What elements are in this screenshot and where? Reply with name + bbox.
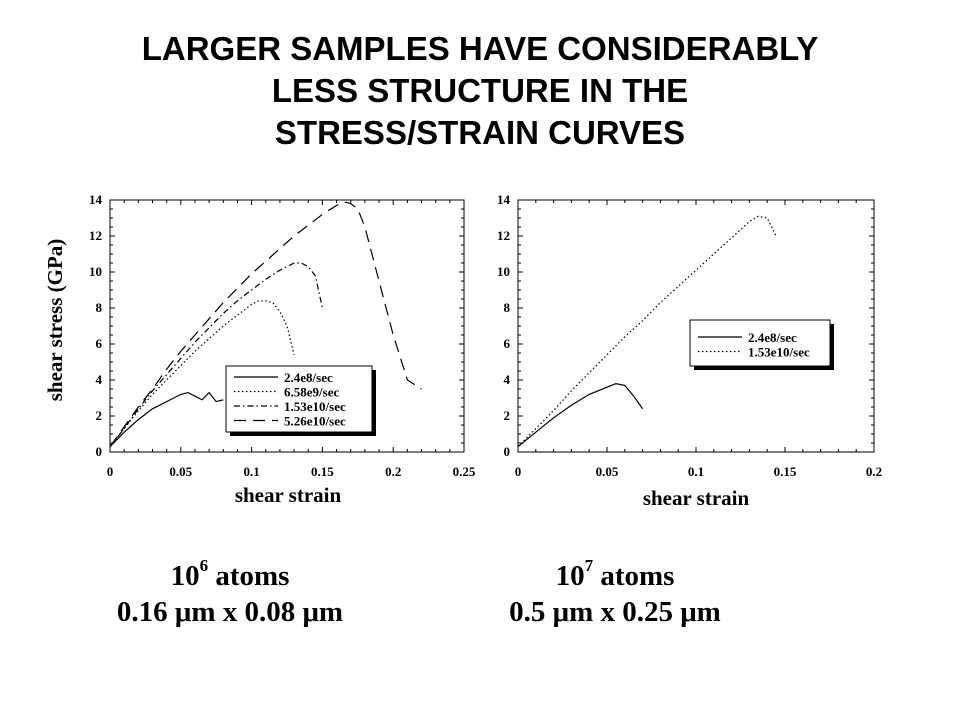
c0-series-line-3 — [109, 262, 323, 447]
c0-series-line-4 — [109, 201, 422, 447]
c0-legend-label-3: 1.53e10/sec — [284, 399, 346, 414]
caption-right-atoms-word: atoms — [600, 560, 675, 592]
caption-left-atoms: 106 atoms — [80, 556, 380, 594]
c0-x-tick-label: 0.15 — [311, 464, 334, 479]
title-line-2: LESS STRUCTURE IN THE — [271, 72, 689, 109]
c0-y-tick-label: 12 — [89, 228, 102, 243]
c1-y-tick-label: 10 — [497, 264, 510, 279]
c1-y-tick-label: 6 — [504, 336, 511, 351]
caption-right-atoms: 107 atoms — [465, 556, 765, 594]
c1-series-line-2 — [517, 215, 777, 448]
c0-y-tick-label: 2 — [96, 408, 103, 423]
c0-y-tick-label: 8 — [96, 300, 103, 315]
caption-left: 106 atoms 0.16 μm x 0.08 μm — [80, 556, 380, 630]
c0-x-tick-label: 0 — [107, 464, 114, 479]
c0-y-axis-label: shear stress (GPa) — [43, 239, 67, 402]
caption-left-exponent: 6 — [199, 556, 209, 575]
caption-left-size: 0.16 μm x 0.08 μm — [116, 596, 344, 628]
c0-series-line-1 — [109, 391, 224, 448]
c0-x-axis-label: shear strain — [235, 483, 342, 507]
c0-legend-label-1: 2.4e8/sec — [284, 370, 333, 385]
c1-y-tick-label: 8 — [504, 300, 511, 315]
c0-legend-label-2: 6.58e9/sec — [284, 385, 339, 400]
c1-y-tick-label: 0 — [504, 444, 511, 459]
c1-x-tick-label: 0 — [515, 464, 522, 479]
c0-y-tick-label: 14 — [89, 192, 103, 207]
c1-y-tick-label: 12 — [497, 228, 510, 243]
c1-legend-label-2: 1.53e10/sec — [748, 345, 810, 360]
c1-x-tick-label: 0.05 — [596, 464, 619, 479]
c0-y-tick-label: 10 — [89, 264, 102, 279]
c1-y-tick-label: 4 — [504, 372, 511, 387]
chart-left: 0 0.05 0.1 0.15 0.2 0.25 0 2 4 6 8 10 12 14 shear stra… — [43, 192, 476, 507]
chart-right: 0 0.05 0.1 0.15 0.2 0 2 4 6 8 10 12 14 shear strain 2.… — [497, 192, 882, 510]
c0-x-tick-label: 0.05 — [169, 464, 192, 479]
c1-x-axis-label: shear strain — [643, 486, 750, 510]
caption-right-size: 0.5 μm x 0.25 μm — [509, 596, 721, 628]
title-line-1: LARGER SAMPLES HAVE CONSIDERABLY — [141, 30, 819, 67]
c0-y-tick-label: 0 — [96, 444, 103, 459]
c1-legend-box — [689, 319, 831, 367]
caption-right-mantissa: 10 — [555, 560, 585, 592]
c0-y-tick-label: 6 — [96, 336, 103, 351]
c1-y-tick-label: 14 — [497, 192, 511, 207]
caption-left-mantissa: 10 — [170, 560, 200, 592]
c0-x-tick-label: 0.25 — [453, 464, 476, 479]
c0-legend-label-4: 5.26e10/sec — [284, 414, 346, 429]
c1-x-tick-label: 0.15 — [774, 464, 797, 479]
c0-y-tick-label: 4 — [96, 372, 103, 387]
c1-x-tick-label: 0.1 — [688, 464, 704, 479]
c0-x-tick-label: 0.2 — [385, 464, 401, 479]
c0-series-line-2 — [109, 300, 295, 447]
title-line-3: STRESS/STRAIN CURVES — [274, 114, 686, 151]
c1-x-tick-label: 0.2 — [866, 464, 882, 479]
caption-right: 107 atoms 0.5 μm x 0.25 μm — [465, 556, 765, 630]
slide-title: LARGER SAMPLES HAVE CONSIDERABLY LESS ST… — [0, 28, 960, 154]
c1-series-line-1 — [517, 382, 644, 448]
caption-left-atoms-word: atoms — [215, 560, 290, 592]
caption-right-exponent: 7 — [584, 556, 594, 575]
c1-y-tick-label: 2 — [504, 408, 511, 423]
c1-legend-label-1: 2.4e8/sec — [748, 330, 797, 345]
c0-x-tick-label: 0.1 — [243, 464, 259, 479]
